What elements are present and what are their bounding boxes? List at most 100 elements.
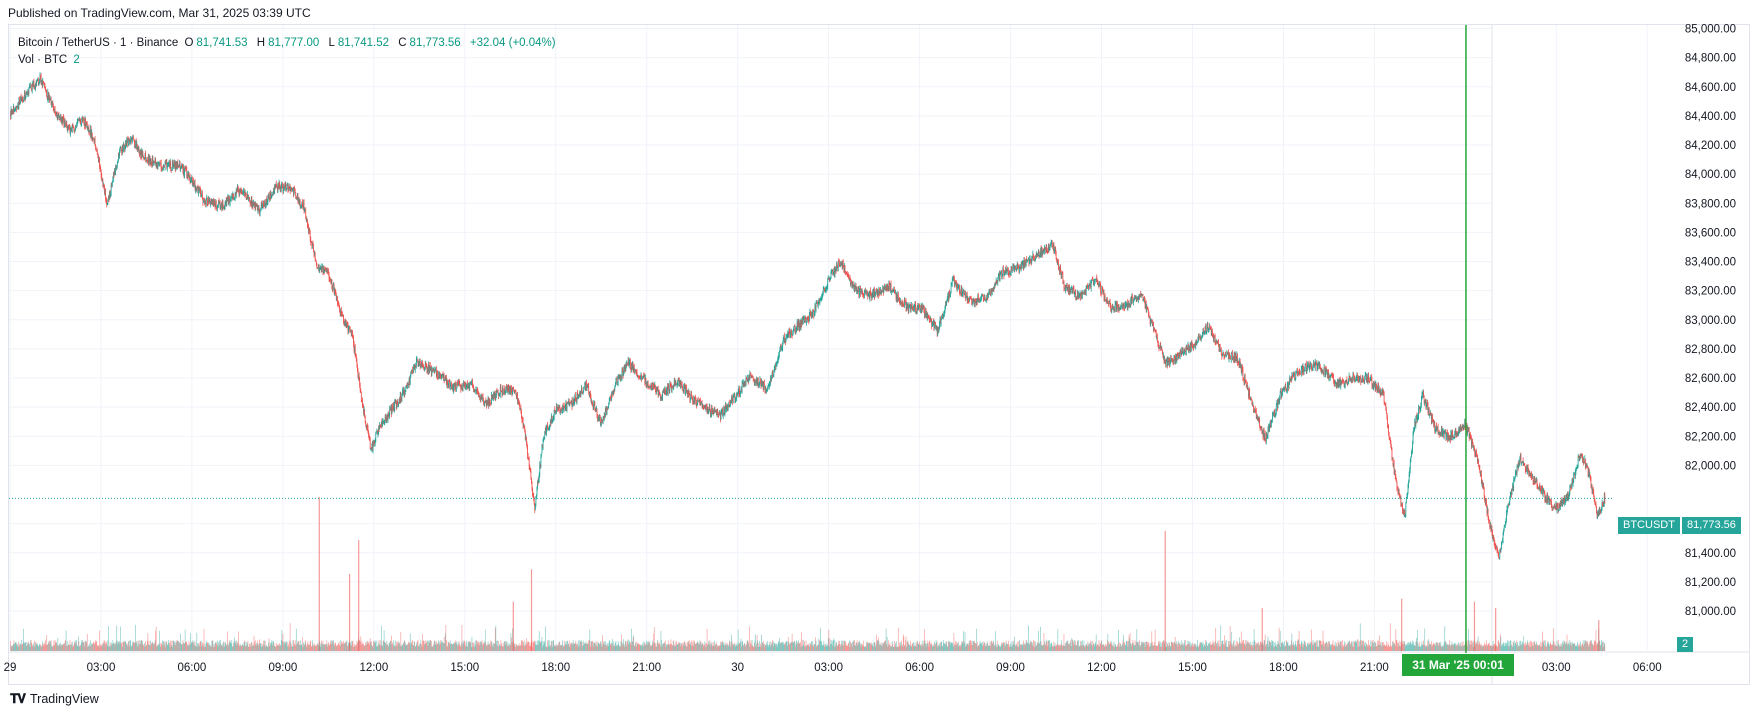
volume-bar: [451, 643, 453, 651]
volume-bar: [1347, 641, 1349, 651]
candle-body: [123, 144, 125, 146]
candle-body: [165, 162, 167, 164]
volume-bar: [88, 646, 90, 651]
volume-bar: [145, 641, 146, 651]
volume-bar: [1510, 640, 1512, 651]
volume-bar: [735, 646, 736, 651]
volume-bar: [38, 645, 40, 651]
volume-bar: [1371, 640, 1373, 651]
volume-bar: [994, 645, 996, 651]
candle-body: [98, 158, 100, 161]
volume-bar: [487, 644, 488, 651]
volume-bar: [1224, 643, 1226, 651]
volume-bar: [35, 642, 36, 651]
candle-body: [465, 383, 467, 388]
candle-body: [302, 202, 303, 207]
volume-bar: [927, 642, 929, 651]
volume-bar: [274, 645, 275, 651]
volume-bar: [921, 644, 923, 651]
volume-bar: [680, 645, 681, 651]
candle-body: [196, 186, 198, 189]
volume-bar: [175, 644, 177, 651]
volume-bar: [932, 646, 934, 651]
volume-bar: [633, 635, 635, 651]
volume-bar: [1361, 640, 1362, 651]
volume-bar: [593, 642, 595, 651]
volume-bar: [320, 640, 322, 651]
volume-bar: [73, 644, 75, 651]
candle-body: [399, 398, 401, 401]
volume-bar: [872, 645, 874, 651]
volume-bar: [820, 627, 821, 651]
volume-bar: [1332, 643, 1333, 651]
volume-bar: [506, 642, 507, 651]
candle-body: [484, 401, 486, 406]
volume-bar: [1323, 646, 1325, 651]
candle-body: [230, 196, 232, 199]
volume-bar: [1335, 646, 1337, 651]
volume-bar: [877, 637, 879, 651]
candle-body: [255, 203, 257, 207]
volume-bar: [176, 640, 178, 651]
volume-bar: [760, 643, 761, 651]
volume-bar: [114, 643, 115, 651]
volume-bar: [181, 643, 183, 651]
volume-bar: [1388, 645, 1389, 651]
volume-bar: [159, 630, 160, 651]
candle-body: [338, 304, 340, 307]
volume-bar: [528, 641, 529, 651]
volume-bar: [559, 641, 561, 651]
candle-body: [547, 426, 549, 430]
volume-bar: [357, 643, 358, 651]
candle-body: [494, 392, 496, 398]
volume-bar: [44, 644, 46, 651]
candle-body: [237, 187, 238, 191]
volume-bar: [506, 640, 508, 651]
candle-body: [434, 369, 436, 372]
volume-bar: [783, 641, 785, 651]
volume-bar: [784, 644, 786, 651]
volume-bar: [618, 643, 620, 651]
volume-bar: [463, 642, 464, 651]
volume-bar: [1273, 646, 1274, 651]
volume-bar: [282, 640, 283, 651]
candle-body: [466, 383, 468, 388]
volume-bar: [1349, 642, 1351, 651]
volume-bar: [948, 640, 950, 651]
volume-bar: [1217, 646, 1219, 651]
candle-body: [272, 193, 274, 196]
volume-bar: [459, 644, 461, 651]
volume-bar: [1121, 645, 1123, 651]
volume-bar: [308, 644, 309, 651]
candle-body: [128, 140, 130, 142]
candle-body: [66, 127, 68, 130]
candle-body: [444, 376, 446, 381]
volume-bar: [1300, 646, 1302, 651]
candle-body: [536, 494, 537, 499]
candle-body: [423, 365, 424, 369]
candle-body: [147, 160, 149, 163]
volume-bar: [1185, 645, 1187, 651]
volume-bar: [195, 646, 197, 651]
volume-bar: [1600, 645, 1601, 651]
volume-bar: [1482, 646, 1483, 651]
volume-bar: [1411, 644, 1412, 651]
candle-body: [421, 361, 423, 366]
candle-body: [410, 372, 412, 374]
candle-body: [213, 201, 214, 206]
volume-bar: [1462, 641, 1464, 651]
volume-bar: [1001, 644, 1003, 651]
volume-bar: [1126, 641, 1128, 651]
volume-bar: [354, 646, 355, 651]
candle-body: [565, 401, 567, 408]
volume-bar: [829, 638, 831, 651]
volume-bar: [652, 640, 653, 651]
candle-body: [30, 85, 32, 90]
volume-bar: [1315, 642, 1317, 651]
volume-bar: [1304, 644, 1306, 651]
volume-bar: [516, 646, 518, 651]
volume-bar: [55, 642, 56, 651]
candle-body: [441, 374, 443, 376]
volume-bar: [591, 641, 592, 651]
